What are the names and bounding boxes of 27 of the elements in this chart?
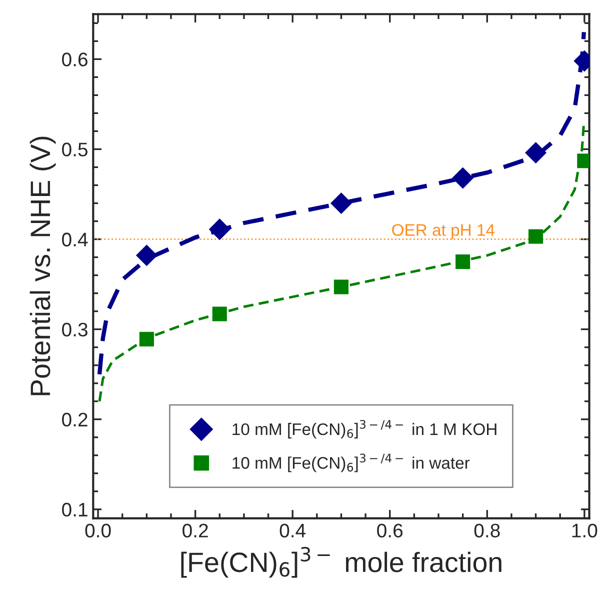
x-tick-label: 0.4	[280, 524, 306, 538]
y-tick-label: 0.5	[62, 142, 88, 156]
legend-label: 10 mM [Fe(CN)$_{6}$]$^{3−/4−}$ in 1 M KOH	[232, 420, 496, 438]
point	[334, 280, 349, 294]
point	[136, 244, 158, 266]
y-tick-label: 0.4	[62, 232, 88, 246]
x-tick-label: 0.0	[85, 524, 111, 538]
point	[212, 306, 227, 322]
y-tick-label: 0.3	[62, 322, 88, 336]
point	[456, 254, 470, 270]
x-tick-label: 0.8	[474, 524, 500, 538]
y-tick-label: 0.6	[62, 52, 88, 66]
point	[452, 167, 474, 189]
x-tick-label: 0.6	[377, 524, 403, 538]
point	[330, 192, 352, 214]
y-tick-label: 0.1	[62, 502, 88, 517]
legend-label: 10 mM [Fe(CN)$_{6}$]$^{3−/4−}$ in water	[232, 454, 470, 472]
x-tick-label: 1.0	[572, 524, 598, 538]
point	[528, 229, 544, 244]
point	[525, 142, 547, 164]
point	[208, 218, 230, 240]
y-tick-label: 0.2	[62, 412, 88, 427]
y-axis-title: Potential vs. NHE (V)	[30, 136, 56, 396]
x-axis-title: [Fe(CN)$_{6}$]$^{3−}$ mole fraction	[181, 546, 502, 578]
x-tick-label: 0.2	[182, 524, 208, 538]
ref-line-label: OER at pH 14	[392, 224, 495, 240]
point	[139, 332, 154, 346]
